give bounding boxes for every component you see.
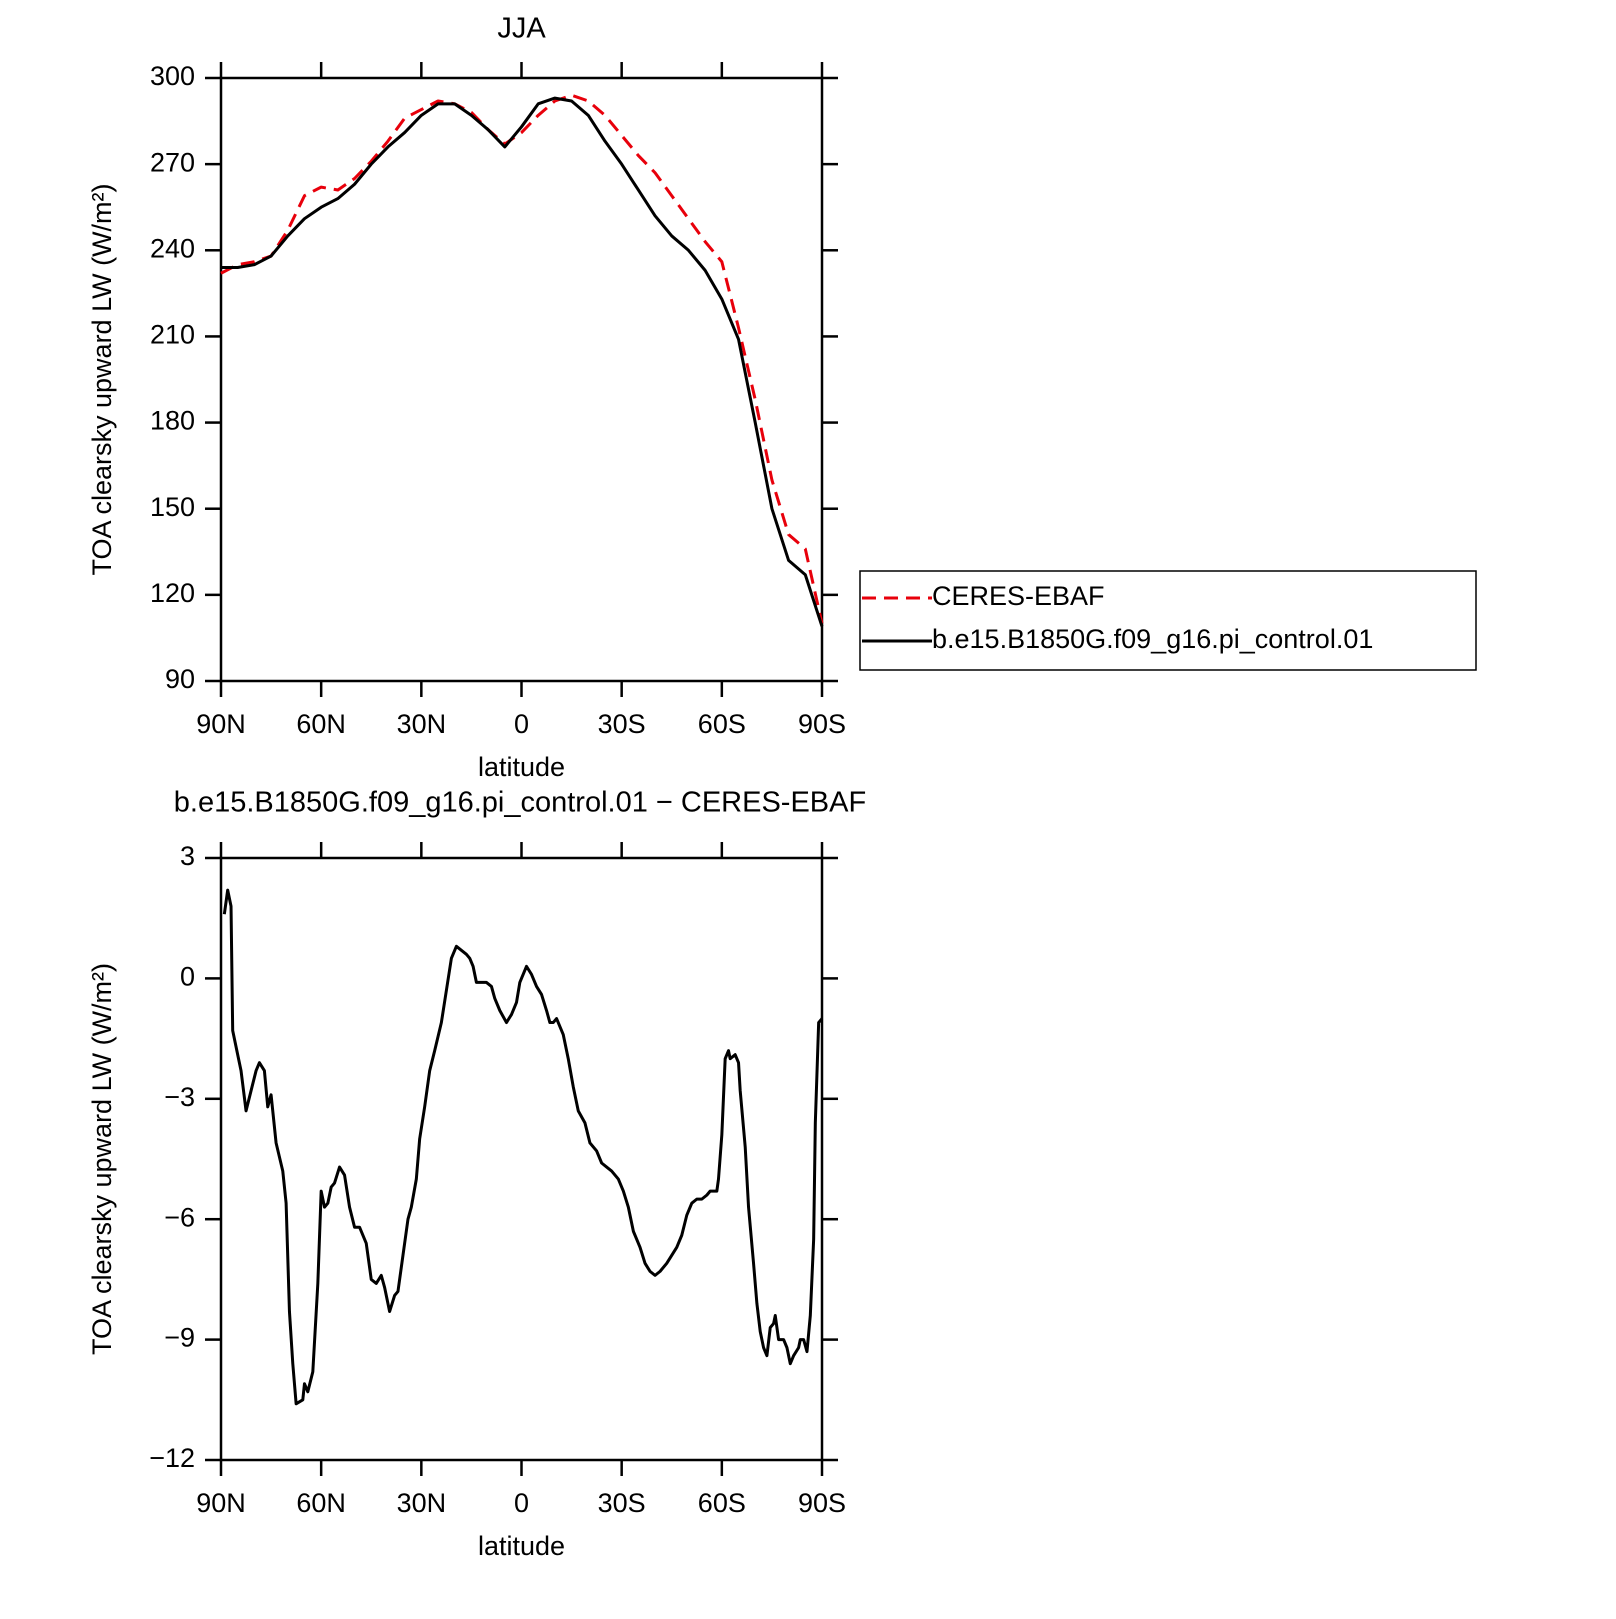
y-axis-label: TOA clearsky upward LW (W/m²) [87,963,117,1355]
x-tick-label: 90S [798,709,846,739]
y-tick-label: −6 [164,1202,195,1232]
x-tick-label: 30S [598,709,646,739]
x-tick-label: 90S [798,1488,846,1518]
x-tick-label: 60N [296,709,346,739]
x-tick-label: 60N [296,1488,346,1518]
data-line [220,93,824,624]
chart-title: JJA [497,13,546,45]
x-axis-label: latitude [478,752,565,782]
chart-title: b.e15.B1850G.f09_g16.pi_control.01 − CER… [174,787,866,819]
data-line [222,888,824,1406]
x-tick-label: 30N [397,709,447,739]
y-tick-label: 150 [150,492,195,522]
y-tick-label: 240 [150,233,195,263]
y-tick-label: 120 [150,578,195,608]
plot-frame [219,76,824,683]
x-tick-label: 30S [598,1488,646,1518]
y-axis-label: TOA clearsky upward LW (W/m²) [87,183,117,575]
y-tick-label: 90 [165,664,195,694]
y-tick-label: 180 [150,406,195,436]
y-tick-label: 3 [180,841,195,871]
x-tick-label: 60S [698,709,746,739]
x-tick-label: 60S [698,1488,746,1518]
legend-box [859,570,1477,671]
y-tick-label: −9 [164,1323,195,1353]
y-tick-label: 210 [150,320,195,350]
x-tick-label: 90N [196,1488,246,1518]
x-tick-label: 90N [196,709,246,739]
legend-label: CERES-EBAF [932,581,1105,611]
x-tick-label: 0 [514,709,529,739]
plot-frame [219,856,824,1462]
x-axis-label: latitude [478,1531,565,1561]
data-line [221,96,824,627]
legend-label: b.e15.B1850G.f09_g16.pi_control.01 [932,624,1373,654]
y-tick-label: 270 [150,147,195,177]
y-tick-label: −3 [164,1082,195,1112]
y-tick-label: 0 [180,962,195,992]
y-tick-label: −12 [149,1443,195,1473]
x-tick-label: 30N [397,1488,447,1518]
x-tick-label: 0 [514,1488,529,1518]
y-tick-label: 300 [150,61,195,91]
